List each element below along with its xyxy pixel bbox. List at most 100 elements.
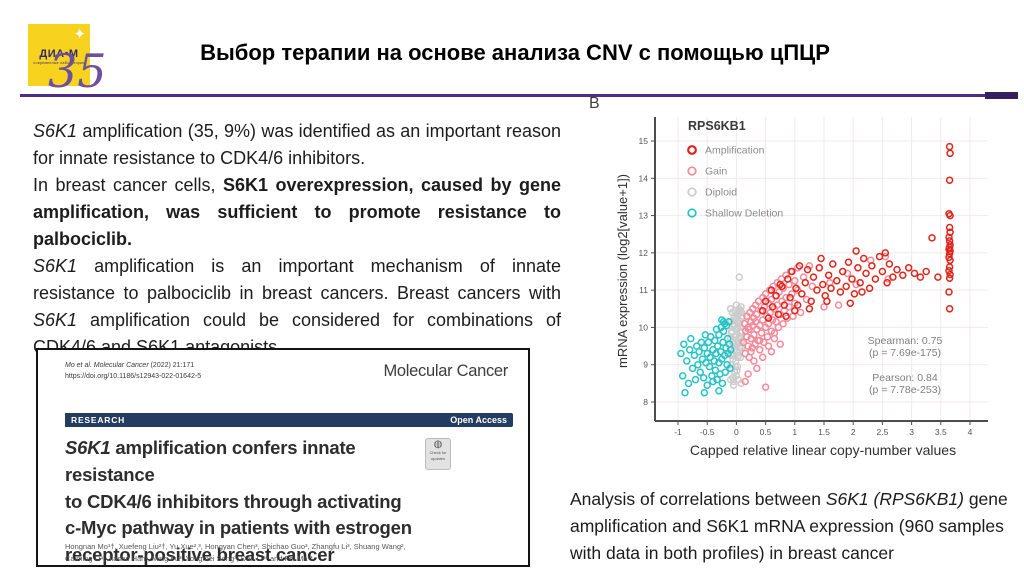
- data-point: [754, 297, 763, 306]
- data-point: [758, 353, 767, 362]
- data-point: [945, 223, 954, 232]
- data-point: [899, 271, 907, 279]
- data-point: [734, 375, 742, 384]
- data-point: [945, 305, 954, 313]
- x-tick-label: 0.5: [760, 427, 772, 437]
- data-point: [922, 267, 930, 276]
- data-point: [761, 290, 770, 298]
- data-point: [750, 357, 758, 365]
- logo-tagline: современные лаборатории: [33, 61, 85, 65]
- data-point: [784, 275, 792, 283]
- data-point: [878, 267, 887, 276]
- legend-marker: [687, 208, 697, 218]
- data-point: [743, 333, 751, 341]
- data-point: [739, 338, 748, 347]
- data-point: [793, 286, 802, 294]
- data-point: [779, 319, 787, 328]
- data-point: [719, 327, 728, 335]
- data-point: [696, 368, 704, 376]
- data-point: [807, 297, 815, 306]
- x-tick-label: 3.5: [935, 427, 947, 437]
- anniversary-number: 35: [48, 44, 107, 98]
- data-point: [757, 329, 766, 337]
- data-point: [721, 368, 730, 376]
- paragraph-1-text: amplification (35, 9%) was identified as…: [33, 121, 561, 168]
- research-section-bar: RESEARCH Open Access: [65, 413, 513, 427]
- data-point: [782, 293, 790, 302]
- badge-text-line1: Check for: [429, 450, 447, 455]
- journal-name: Molecular Cancer: [383, 362, 508, 380]
- data-point: [910, 269, 919, 278]
- data-point: [732, 301, 741, 309]
- data-point: [946, 228, 954, 237]
- data-point: [829, 260, 837, 268]
- data-point: [801, 278, 810, 287]
- data-point: [685, 346, 694, 354]
- data-point: [716, 347, 725, 356]
- data-point: [767, 286, 776, 294]
- data-point: [893, 265, 901, 274]
- x-tick-label: 2.5: [876, 427, 888, 437]
- data-point: [738, 327, 746, 335]
- data-point: [836, 288, 845, 296]
- data-point: [711, 366, 720, 375]
- data-point: [691, 375, 700, 384]
- gene-name: S6K1: [33, 256, 78, 276]
- data-point: [782, 312, 790, 320]
- x-tick-label: -1: [674, 427, 682, 437]
- y-tick-label: 8: [643, 397, 648, 407]
- data-point: [758, 306, 767, 315]
- figure-panel-label: B: [589, 95, 600, 112]
- sparkle-icon: ✦: [73, 26, 86, 43]
- data-point: [713, 375, 721, 384]
- data-point: [726, 305, 735, 313]
- paper-title-line3: c-Myc pathway in patients with estrogen: [65, 517, 412, 539]
- correlation-annotation: Pearson: 0.84: [872, 372, 938, 384]
- title-divider-line: [20, 94, 1018, 97]
- data-point: [842, 282, 850, 291]
- data-point: [711, 336, 719, 345]
- data-point: [705, 362, 714, 371]
- data-point: [945, 263, 954, 271]
- article-screenshot-card: Mo et al. Molecular Cancer (2022) 21:171…: [36, 348, 530, 567]
- y-tick-label: 14: [639, 173, 649, 183]
- data-point: [865, 284, 874, 293]
- data-point: [761, 383, 770, 391]
- data-point: [764, 342, 773, 350]
- legend-marker: [687, 145, 697, 155]
- data-point: [852, 247, 860, 255]
- x-axis-title: Capped relative linear copy-number value…: [690, 442, 956, 458]
- paper-title-line1: S6K1 amplification confers innate resist…: [65, 435, 421, 489]
- data-point: [916, 273, 925, 281]
- data-point: [772, 291, 780, 300]
- data-point: [694, 360, 702, 369]
- data-point: [945, 267, 953, 275]
- caption-gene-name: S6K1 (RPS6KB1): [825, 489, 964, 509]
- data-point: [780, 301, 789, 309]
- data-point: [788, 290, 796, 298]
- data-point: [719, 338, 727, 347]
- legend-label: Shallow Deletion: [705, 208, 783, 220]
- paragraph-3: S6K1 amplification is an important mecha…: [33, 253, 561, 361]
- data-point: [824, 271, 833, 279]
- data-point: [737, 308, 746, 317]
- correlation-annotation: Spearman: 0.75: [868, 335, 943, 347]
- x-tick-label: 4: [968, 427, 973, 437]
- data-point: [776, 340, 784, 348]
- data-point: [684, 379, 693, 388]
- data-point: [687, 334, 695, 343]
- paragraph-2: In breast cancer cells, S6K1 overexpress…: [33, 172, 561, 253]
- data-point: [678, 372, 687, 380]
- paper-title: S6K1 amplification confers innate resist…: [65, 435, 421, 569]
- data-point: [713, 342, 722, 350]
- data-point: [727, 360, 735, 369]
- data-point: [945, 176, 954, 184]
- data-point: [782, 271, 790, 279]
- update-ring-icon: ◍: [433, 439, 443, 450]
- data-point: [733, 353, 742, 362]
- data-point: [699, 374, 708, 382]
- data-point: [736, 344, 744, 352]
- data-point: [768, 303, 777, 311]
- data-point: [946, 149, 954, 158]
